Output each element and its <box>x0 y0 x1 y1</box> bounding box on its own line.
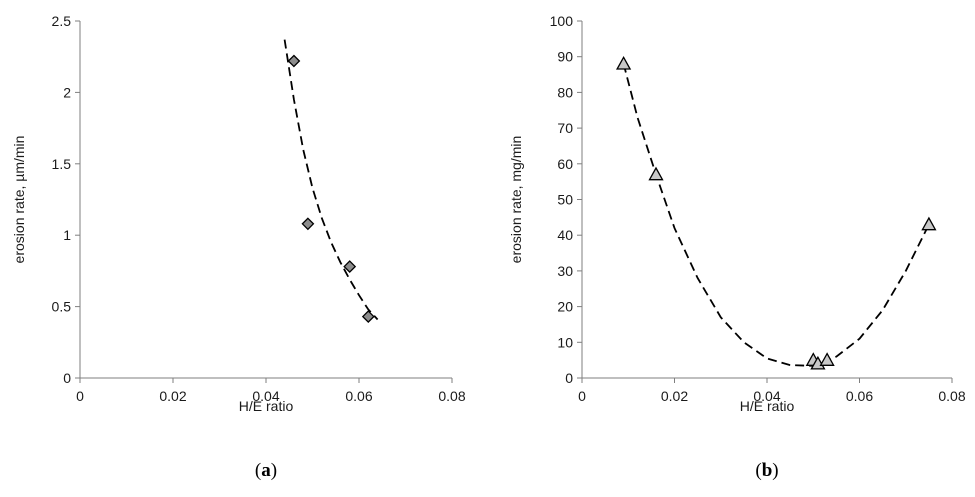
pb-data-point <box>648 166 664 181</box>
pa-y-tick-label: 1.5 <box>52 156 72 172</box>
pb-x-tick-label: 0.06 <box>846 388 873 404</box>
pa-data-point <box>301 217 315 231</box>
pb-y-tick-label: 10 <box>557 334 573 350</box>
pb-y-tick-label: 20 <box>557 299 573 315</box>
pb-data-point <box>615 55 632 70</box>
pb-y-tick-label: 0 <box>565 370 573 386</box>
chart-panel-a: 0 0.5 1 1.5 2 2.5 0 0.02 0.04 0.06 0.08 H/E ratio er… <box>11 13 466 481</box>
pb-y-tick-label: 80 <box>557 84 573 100</box>
pb-y-tick-label: 30 <box>557 263 573 279</box>
pb-y-tick-label: 50 <box>557 192 573 208</box>
pa-y-tick-label: 1 <box>63 227 71 243</box>
pa-x-tick-label: 0.08 <box>438 388 465 404</box>
pb-panel-label-open: ( <box>755 460 761 481</box>
pb-data-point <box>921 216 937 231</box>
pb-x-tick-label: 0.02 <box>661 388 688 404</box>
pa-x-tick-label: 0 <box>76 388 84 404</box>
pa-panel-label-open: ( <box>255 460 261 481</box>
pa-y-tick-label: 0 <box>63 370 71 386</box>
pb-trendline <box>622 63 930 367</box>
pb-y-tick-label: 100 <box>550 13 574 29</box>
pa-panel-label: (a) <box>255 460 277 481</box>
pb-y-tick-label: 90 <box>557 49 573 65</box>
pb-panel-label-close: ) <box>772 460 778 481</box>
pa-y-axis-title: erosion rate, µm/min <box>11 136 27 264</box>
pb-y-tick-label: 40 <box>557 227 573 243</box>
pb-x-axis-title: H/E ratio <box>740 398 795 414</box>
pa-y-tick-label: 2 <box>63 84 71 100</box>
pa-y-tick-label: 2.5 <box>52 13 72 29</box>
pa-y-tick-label: 0.5 <box>52 299 72 315</box>
pa-panel-label-close: ) <box>271 460 277 481</box>
pa-data-point <box>343 260 357 274</box>
pa-panel-label-letter: a <box>261 460 271 481</box>
pb-y-tick-label: 70 <box>557 120 573 136</box>
pa-trendline <box>283 39 379 321</box>
chart-panel-b: 0 10 20 30 40 50 60 70 80 90 100 0 0.02 0.04 0.06 0.08 H… <box>508 13 966 481</box>
pa-x-tick-label: 0.04 <box>252 388 279 404</box>
pb-x-tick-label: 0 <box>578 388 586 404</box>
pa-x-axis-title: H/E ratio <box>239 398 294 414</box>
pa-data-point <box>361 310 375 324</box>
pb-panel-label-letter: b <box>762 460 773 481</box>
pb-panel-label: (b) <box>755 460 778 481</box>
pb-y-axis-title: erosion rate, mg/min <box>508 136 524 264</box>
pb-x-tick-label: 0.08 <box>938 388 965 404</box>
pb-x-tick-label: 0.04 <box>753 388 780 404</box>
pa-data-point <box>287 54 301 68</box>
pb-data-point <box>819 352 835 366</box>
pa-x-tick-label: 0.02 <box>159 388 186 404</box>
pb-y-tick-label: 60 <box>557 156 573 172</box>
pa-x-tick-label: 0.06 <box>345 388 372 404</box>
